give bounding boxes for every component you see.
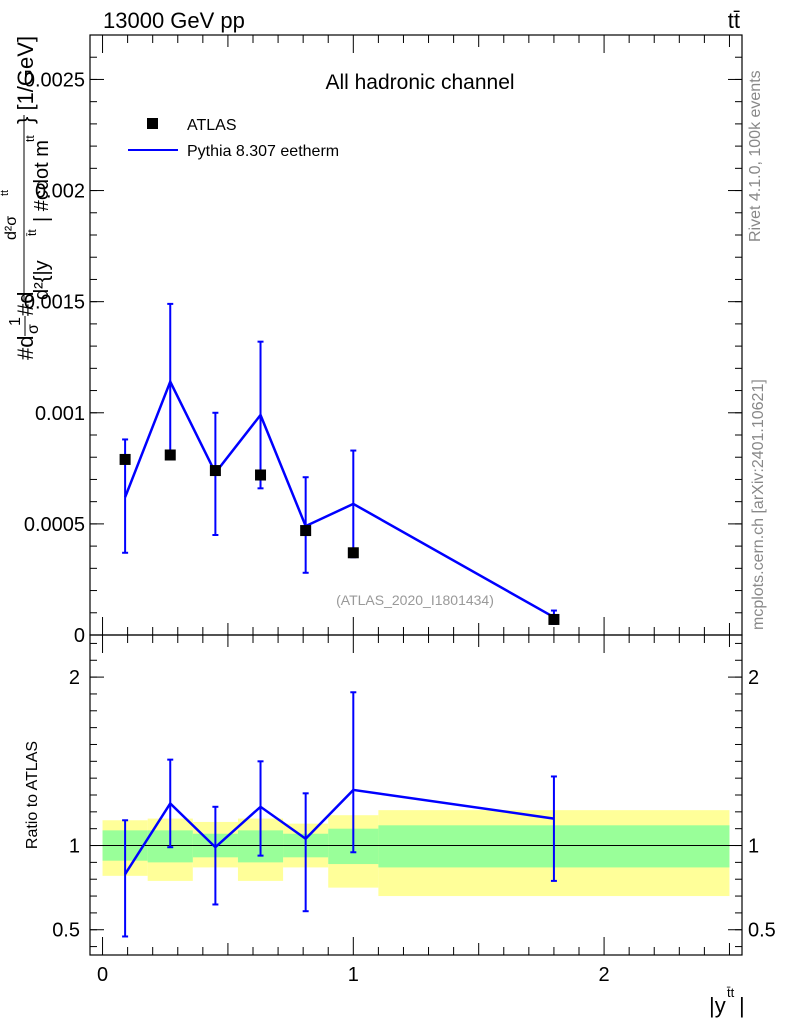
xlabel-tail: |	[739, 993, 745, 1018]
x-tick-label: 0	[97, 964, 108, 986]
chart-title: All hadronic channel	[325, 71, 514, 94]
ratio-pythia-line	[124, 788, 555, 875]
ratio-panel-bands	[102, 810, 730, 897]
main-y-tick-label: 0.0025	[24, 69, 85, 91]
main-y-tick-label: 0.0005	[24, 514, 85, 536]
ylabel-denominator-sup: t̄t	[25, 229, 39, 237]
atlas-data-point	[548, 613, 560, 625]
pythia-line	[123, 378, 555, 619]
main-panel-series	[119, 302, 560, 625]
ylabel-unit: } [1/GeV]	[13, 36, 38, 124]
ratio-y-tick-label-right: 2	[748, 667, 759, 689]
ylabel-numerator: d²σ	[3, 216, 20, 240]
main-y-tick-label: 0.001	[35, 403, 85, 425]
x-axis-label: |y t̄t |	[709, 985, 745, 1018]
mcplots-label: mcplots.cern.ch [arXiv:2401.10621]	[750, 379, 767, 630]
atlas-data-point	[164, 449, 176, 461]
x-tick-label: 1	[348, 964, 359, 986]
atlas-data-point	[209, 465, 221, 477]
main-y-tick-label: 0.0015	[24, 292, 85, 314]
main-y-tick-label: 0.002	[35, 181, 85, 203]
xlabel-main: |y	[709, 993, 726, 1018]
x-tick-label: 2	[599, 964, 610, 986]
ylabel-fraction-top: 1	[7, 317, 24, 326]
ylabel-fraction-bottom: σ	[25, 324, 42, 334]
ratio-panel-series	[122, 691, 557, 938]
ylabel-numerator-sup: tt	[0, 190, 11, 196]
atlas-data-point	[119, 453, 131, 465]
main-y-tick-label: 0	[74, 625, 85, 647]
ylabel-denominator-tail: | #cdot m	[31, 140, 53, 222]
ratio-y-tick-label-left: 2	[69, 667, 80, 689]
ratio-y-tick-label-right: 1	[748, 836, 759, 858]
header-energy-label: 13000 GeV pp	[103, 8, 245, 33]
ratio-panel-axes: 0.5 0.5 1 1 2 2 0 1 2	[52, 634, 776, 986]
legend-atlas-label: ATLAS	[187, 117, 237, 134]
ylabel-denominator-tail-sup: tt	[23, 135, 37, 142]
atlas-data-point	[347, 547, 359, 559]
main-y-axis-label: #d 1 σ #d d²σ tt d²{|y t̄t | #cdot m tt …	[0, 36, 53, 360]
header-process-label: tt̄	[728, 8, 740, 33]
legend-pythia-label: Pythia 8.307 eetherm	[187, 143, 339, 160]
rivet-version-label: Rivet 4.1.0, 100k events	[747, 70, 764, 242]
ratio-y-axis-label: Ratio to ATLAS	[24, 741, 41, 849]
atlas-data-point	[255, 469, 267, 481]
main-panel-axes: 0 0.0005 0.001 0.0015 0.002 0.0025	[24, 34, 743, 647]
ratio-panel-frame	[89, 634, 743, 956]
ratio-y-tick-label-left: 0.5	[52, 920, 80, 942]
xlabel-sup: t̄t	[727, 985, 735, 1000]
ratio-y-tick-label-right: 0.5	[748, 920, 776, 942]
atlas-data-point	[300, 525, 312, 537]
analysis-watermark: (ATLAS_2020_I1801434)	[336, 592, 494, 608]
ylabel-denominator: d²{|y	[31, 260, 53, 300]
ratio-y-tick-label-left: 1	[69, 836, 80, 858]
ylabel-hash: #d	[13, 292, 38, 316]
legend-atlas-marker	[147, 118, 158, 129]
ylabel-prefix: #d	[13, 336, 38, 360]
